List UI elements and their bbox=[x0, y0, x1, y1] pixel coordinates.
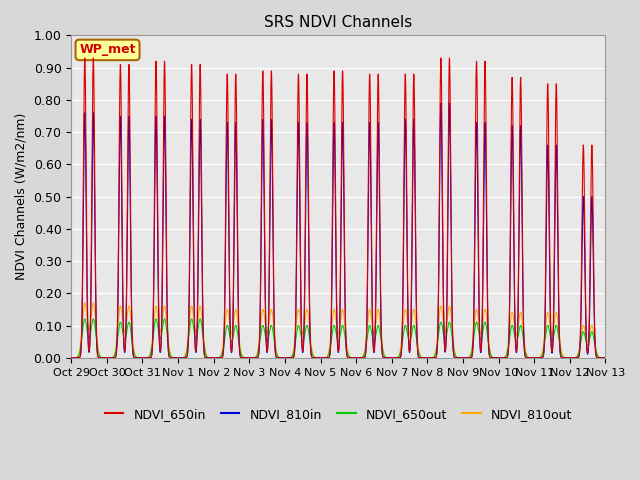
Title: SRS NDVI Channels: SRS NDVI Channels bbox=[264, 15, 412, 30]
Y-axis label: NDVI Channels (W/m2/nm): NDVI Channels (W/m2/nm) bbox=[15, 113, 28, 280]
Legend: NDVI_650in, NDVI_810in, NDVI_650out, NDVI_810out: NDVI_650in, NDVI_810in, NDVI_650out, NDV… bbox=[100, 403, 577, 426]
Text: WP_met: WP_met bbox=[79, 43, 136, 56]
